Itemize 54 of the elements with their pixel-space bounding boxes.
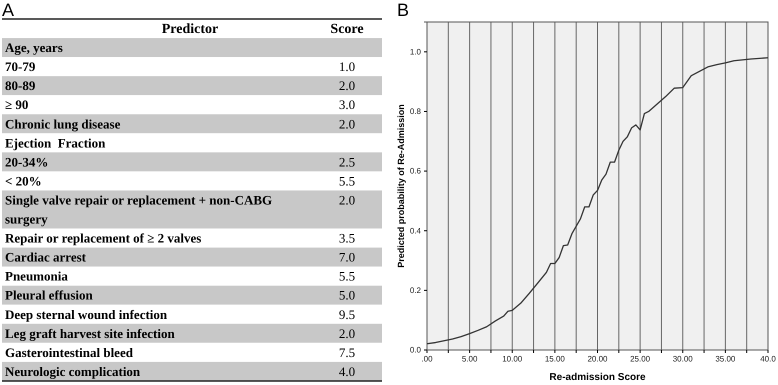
text: 3.0 [338, 97, 356, 112]
category-label: Deep sternal wound infection [5, 306, 168, 322]
line-series [426, 57, 769, 344]
y-tick-label: 0.6 [410, 166, 422, 176]
text: 2.0 [338, 78, 356, 94]
category-label: ≥ 90 [5, 97, 28, 112]
category-label: Cardiac arrest [5, 250, 87, 265]
text: 1.0 [338, 59, 356, 74]
category-label: Repair or replacement of ≥ 2 valves [5, 230, 202, 246]
text: 5.5 [338, 173, 356, 188]
x-tick-label: 25.00 [630, 354, 651, 364]
text: 3.5 [338, 230, 356, 246]
text: 9.5 [338, 306, 356, 322]
text: 7.0 [338, 250, 356, 265]
x-tick-label: 40.0 [760, 354, 776, 364]
x-tick-label: 5.00 [462, 354, 478, 364]
text: 2.0 [338, 116, 356, 132]
category-label: Ejection Fraction [5, 135, 106, 150]
text: 4.0 [338, 364, 356, 379]
category-label: Chronic lung disease [5, 116, 121, 132]
x-tick-label: 30.00 [672, 354, 694, 364]
y-tick-label: 0.8 [410, 107, 422, 116]
category-label: Age, years [5, 40, 63, 56]
category-label: Single valve repair or replacement + non-CABG surgery [5, 192, 272, 226]
y-tick-label: 0.0 [410, 346, 422, 355]
x-tick-label: 20.00 [587, 354, 608, 364]
x-tick-label: 15.00 [544, 354, 566, 364]
chart-title: B [397, 0, 410, 20]
text: A [2, 0, 14, 20]
category-label: 70-79 [5, 59, 36, 74]
text: 5.5 [338, 268, 356, 284]
category-label: 80-89 [5, 78, 36, 94]
text: Score [330, 22, 364, 37]
x-axis-title: Re-admission Score [549, 372, 646, 383]
category-label: Leg graft harvest site infection [5, 326, 176, 341]
category-label: Neurologic complication [5, 364, 141, 379]
y-axis-title: Predicted probability of Re-Admission [396, 104, 406, 268]
x-tick-label: 10.00 [502, 354, 523, 364]
category-label: Pneumonia [5, 268, 68, 284]
text: 2.5 [338, 154, 356, 170]
text: Predictor [162, 22, 218, 37]
category-label: 20-34% [5, 154, 48, 170]
y-tick-label: 1.0 [410, 47, 422, 56]
category-label: Pleural effusion [5, 288, 94, 303]
x-tick-label: 35.00 [715, 354, 736, 364]
category-label: Gasterointestinal bleed [5, 344, 134, 360]
x-tick-label: .00 [421, 354, 434, 364]
y-tick-label: 0.2 [410, 286, 422, 295]
text: 7.5 [338, 344, 356, 360]
text: 2.0 [338, 192, 356, 208]
text: 2.0 [338, 326, 356, 341]
y-tick-label: 0.4 [410, 226, 422, 236]
text: 5.0 [338, 288, 356, 303]
category-label: < 20% [5, 173, 42, 188]
